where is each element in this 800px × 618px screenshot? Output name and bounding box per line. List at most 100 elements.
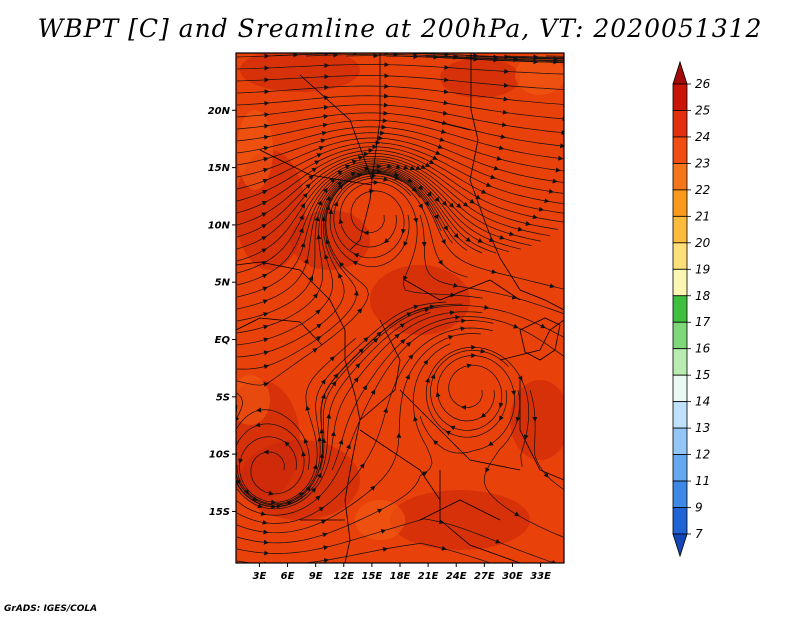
colorbar-swatch [672, 189, 688, 217]
lon-label: 3E [253, 571, 267, 582]
streamline [236, 104, 564, 134]
field-patch-warm [440, 58, 520, 98]
field-patch-warm [240, 440, 360, 520]
lon-label: 24E [446, 571, 467, 582]
border-line [419, 499, 501, 521]
lon-label: 6E [281, 571, 295, 582]
streamline [236, 333, 481, 534]
field-patch-warm [510, 380, 564, 460]
streamline [236, 173, 403, 386]
colorbar-swatch [672, 321, 688, 350]
lat-label: 10N [208, 220, 231, 231]
streamline [483, 389, 564, 538]
lon-label: 33E [530, 571, 551, 582]
lon-label: 21E [418, 571, 439, 582]
border-line [349, 53, 381, 251]
colorbar-label: 21 [695, 209, 710, 223]
colorbar-swatch [672, 83, 688, 111]
streamlines [232, 53, 564, 567]
streamline [419, 214, 564, 315]
streamline [236, 303, 463, 506]
lat-label: 5S [216, 392, 230, 403]
streamline [236, 146, 564, 214]
lon-label: 18E [390, 571, 411, 582]
lat-label: 10S [209, 450, 230, 461]
colorbar-swatch [672, 268, 688, 297]
streamline [465, 55, 564, 60]
colorbar: 26 25 24 23 22 21 20 19 18 17 16 15 14 13 12 11 9 7 [672, 60, 711, 558]
colorbar-swatch [672, 348, 688, 376]
lon-label: 27E [474, 571, 495, 582]
colorbar-label: 18 [695, 289, 711, 303]
border-line [499, 319, 564, 361]
border-line [404, 279, 521, 301]
colorbar-label: 16 [695, 342, 711, 356]
streamline [236, 132, 564, 183]
field-patch-warm [240, 53, 360, 92]
streamline [236, 518, 556, 563]
streamline [236, 95, 564, 120]
streamline [236, 320, 494, 516]
colorbar-swatch [672, 136, 688, 164]
lat-label: 15S [209, 507, 230, 518]
streamline [236, 160, 532, 262]
border-line [429, 119, 471, 131]
streamline [236, 162, 521, 274]
colorbar-label: 26 [695, 77, 711, 91]
lon-label: 9E [309, 571, 323, 582]
lake-victoria [519, 317, 561, 361]
lon-label: 15E [362, 571, 383, 582]
streamline [236, 311, 483, 510]
streamline [236, 392, 244, 421]
border-line [259, 149, 373, 186]
colorbar-label: 20 [695, 236, 711, 250]
lon-label: 30E [502, 571, 523, 582]
streamline [430, 349, 509, 431]
lat-label: 15N [208, 163, 231, 174]
streamline [339, 182, 483, 299]
streamline [236, 166, 497, 298]
lat-label: 20N [208, 106, 231, 117]
border-line [439, 470, 521, 563]
colorbar-label: 15 [695, 368, 710, 382]
colorbar-swatch [672, 480, 688, 508]
lat-label: 5N [215, 278, 231, 289]
border-line [469, 53, 564, 311]
streamline [236, 172, 433, 358]
streamline [236, 158, 542, 250]
field-patch-warm [390, 490, 530, 550]
streamline [236, 119, 564, 160]
footer-credit: GrADS: IGES/COLA [4, 604, 98, 614]
border-line [236, 261, 361, 563]
streamline [236, 343, 451, 544]
streamline [236, 75, 564, 90]
colorbar-swatch [672, 242, 688, 270]
streamline [236, 149, 564, 223]
streamline [236, 409, 310, 471]
colorbar-label: 24 [695, 130, 710, 144]
colorbar-swatch [672, 110, 688, 138]
colorbar-bottom-arrow [672, 533, 688, 558]
colorbar-label: 19 [695, 262, 710, 276]
streamline [529, 389, 564, 491]
field-patch-cool [355, 500, 405, 540]
border-line [519, 380, 564, 481]
colorbar-label: 14 [695, 395, 710, 409]
streamline [236, 168, 468, 322]
streamline-arrow [232, 464, 233, 470]
border-line [359, 429, 441, 501]
colorbar-label: 12 [695, 448, 710, 462]
streamline [236, 327, 493, 524]
colorbar-swatch [672, 215, 688, 244]
border-line [399, 389, 521, 471]
streamline [236, 312, 431, 508]
colorbar-swatch [672, 427, 688, 455]
colorbar-label: 11 [695, 474, 710, 488]
streamline [236, 126, 564, 172]
streamline [236, 137, 564, 194]
streamline [236, 423, 307, 507]
streamline-arrow [496, 565, 502, 567]
streamline [236, 112, 564, 147]
lon-label: 12E [333, 571, 354, 582]
